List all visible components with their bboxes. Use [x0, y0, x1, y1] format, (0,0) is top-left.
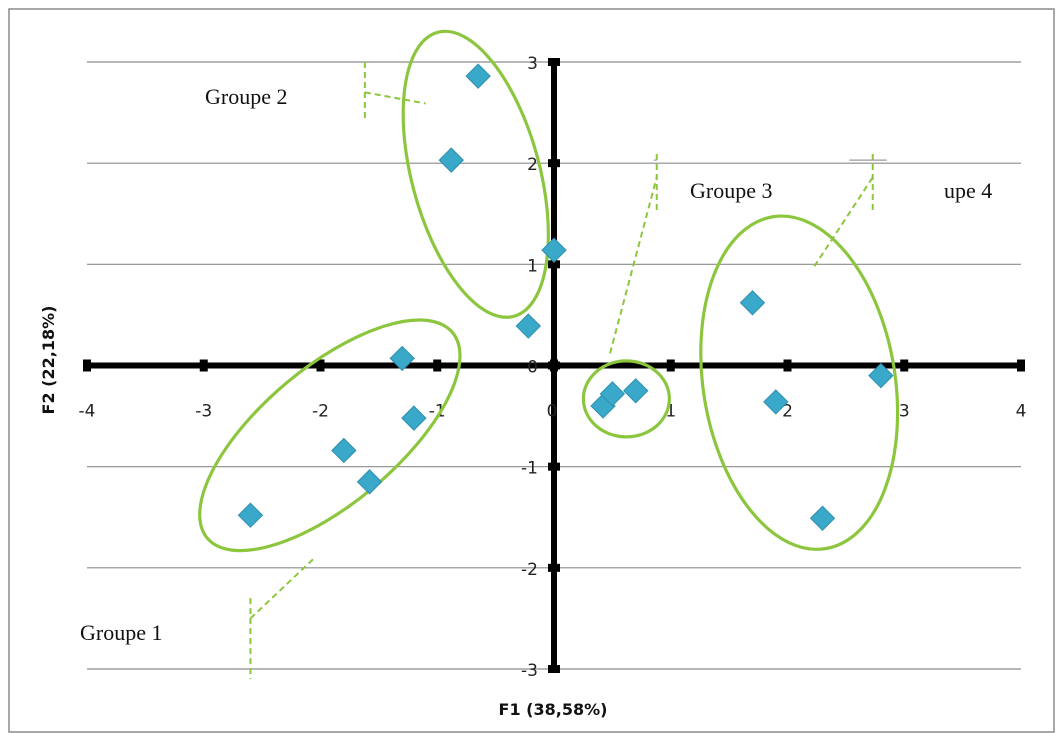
y-tick-label: 0 [527, 358, 538, 378]
x-tick-mark [433, 359, 442, 372]
data-point [541, 237, 567, 263]
data-point [465, 63, 491, 89]
data-point [438, 147, 464, 173]
y-tick-mark [548, 563, 560, 572]
tick-labels: -4 -3 -2 -1 0 1 2 3 4 -3 -2 -1 0 1 2 3 [79, 54, 1027, 681]
data-point [809, 505, 836, 531]
data-point [599, 381, 626, 407]
x-tick-mark [900, 359, 909, 372]
y-tick-label: 3 [527, 54, 538, 74]
y-tick-mark [548, 665, 560, 673]
x-tick-label: 0 [547, 402, 558, 422]
data-point [389, 345, 415, 372]
data-point [763, 389, 789, 415]
y-tick-label: -2 [521, 560, 538, 580]
x-tick-label: 1 [665, 402, 676, 422]
group-label: upe 4 [944, 178, 992, 203]
x-tick-label: -2 [312, 402, 329, 422]
x-tick-label: -4 [79, 402, 96, 422]
data-point [237, 502, 264, 528]
group-leader-line [609, 177, 658, 354]
data-point [356, 469, 383, 495]
x-tick-mark [1017, 359, 1025, 372]
y-tick-mark [548, 58, 560, 66]
data-point [401, 405, 427, 431]
y-tick-mark [548, 159, 560, 168]
y-tick-mark [548, 462, 560, 471]
data-point [739, 290, 766, 316]
y-tick-label: 2 [527, 155, 538, 175]
x-tick-mark [199, 359, 208, 372]
data-points [237, 63, 894, 531]
axes [83, 58, 1025, 673]
data-point [868, 362, 894, 389]
group-label: Groupe 3 [690, 178, 772, 203]
group-leader-line [249, 556, 316, 620]
x-axis-title: F1 (38,58%) [499, 700, 608, 719]
x-tick-mark [316, 359, 325, 372]
group-ellipse [581, 359, 671, 439]
y-tick-label: 1 [527, 256, 538, 276]
x-tick-label: 3 [899, 402, 910, 422]
data-point [515, 313, 542, 339]
group-label: Groupe 2 [205, 84, 287, 109]
x-tick-label: 4 [1016, 402, 1027, 422]
x-tick-label: -1 [429, 402, 446, 422]
y-tick-mark [548, 361, 560, 370]
y-axis-title: F2 (22,18%) [39, 306, 58, 415]
y-tick-label: -1 [521, 459, 538, 479]
x-tick-mark [783, 359, 792, 372]
group-ellipse [401, 29, 550, 319]
group-leader-line [364, 91, 426, 105]
group-ellipse [699, 214, 900, 551]
y-tick-label: -3 [521, 661, 538, 681]
data-point [331, 437, 357, 464]
group-leader-line [813, 176, 874, 267]
x-tick-label: 2 [782, 402, 793, 422]
x-tick-label: -3 [195, 402, 212, 422]
x-tick-mark [83, 359, 91, 372]
data-point [623, 378, 649, 404]
y-tick-mark [548, 260, 560, 269]
group-label: Groupe 1 [80, 620, 162, 645]
x-tick-mark [666, 359, 675, 372]
